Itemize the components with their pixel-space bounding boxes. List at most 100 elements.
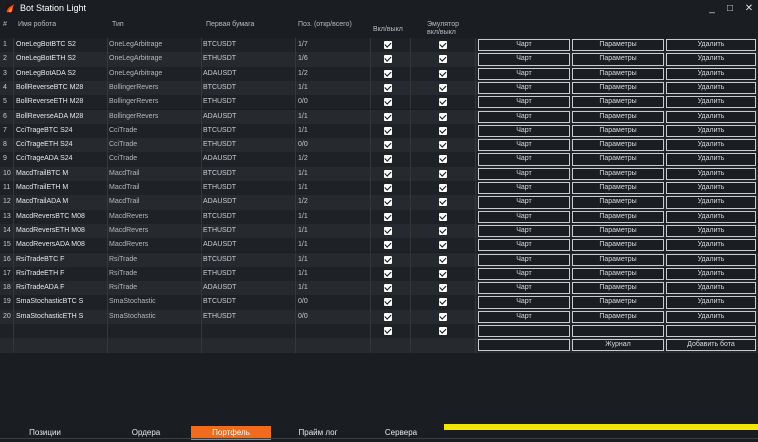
enabled-checkbox[interactable] — [384, 184, 392, 192]
enabled-checkbox[interactable] — [384, 226, 392, 235]
parameters-button[interactable]: Параметры — [572, 124, 664, 138]
tab-2[interactable]: Портфель — [191, 426, 271, 440]
chart-button[interactable]: Чарт — [478, 267, 570, 281]
enabled-checkbox[interactable] — [384, 126, 392, 135]
parameters-button[interactable]: Параметры — [572, 110, 664, 123]
chart-button[interactable]: Чарт — [478, 282, 570, 295]
enabled-checkbox[interactable] — [384, 198, 392, 207]
tab-3[interactable]: Прайм лог — [298, 428, 338, 437]
robot-name[interactable]: BollReverseBTC M28 — [16, 83, 84, 91]
enabled-checkbox[interactable] — [384, 69, 392, 78]
robot-name[interactable]: OneLegBotADA S2 — [16, 69, 76, 77]
parameters-button[interactable]: Параметры — [572, 139, 664, 152]
emulator-checkbox[interactable] — [439, 141, 447, 150]
parameters-button[interactable]: Параметры — [572, 39, 664, 52]
minimize-button[interactable]: _ — [709, 3, 715, 14]
enabled-checkbox[interactable] — [384, 312, 392, 321]
robot-name[interactable]: RsiTradeADA F — [16, 284, 65, 292]
parameters-button[interactable]: Параметры — [572, 239, 664, 252]
emulator-checkbox[interactable] — [439, 212, 447, 221]
emulator-checkbox[interactable] — [439, 184, 447, 192]
chart-button[interactable]: Чарт — [478, 53, 570, 66]
parameters-button[interactable]: Параметры — [572, 81, 664, 95]
add-bot-button[interactable]: Добавить бота — [666, 339, 756, 352]
close-button[interactable]: ✕ — [744, 3, 754, 14]
emulator-checkbox[interactable] — [439, 269, 447, 278]
robot-name[interactable]: OneLegBotETH S2 — [16, 55, 76, 63]
enabled-checkbox[interactable] — [384, 98, 392, 107]
robot-name[interactable]: CciTrageADA S24 — [16, 155, 73, 163]
tab-1[interactable]: Ордера — [131, 428, 161, 437]
chart-button[interactable]: Чарт — [478, 153, 570, 166]
enabled-checkbox[interactable] — [384, 83, 392, 92]
chart-button[interactable]: Чарт — [478, 239, 570, 252]
parameters-button[interactable]: Параметры — [572, 210, 664, 223]
delete-button[interactable]: Удалить — [666, 239, 756, 252]
chart-button[interactable]: Чарт — [478, 139, 570, 152]
robot-name[interactable]: CciTrageETH S24 — [16, 141, 73, 149]
delete-button[interactable]: Удалить — [666, 196, 756, 209]
chart-button[interactable]: Чарт — [478, 210, 570, 223]
robot-name[interactable]: RsiTradeETH F — [16, 269, 65, 277]
chart-button[interactable]: Чарт — [478, 310, 570, 323]
chart-button[interactable]: Чарт — [478, 224, 570, 238]
enabled-checkbox[interactable] — [384, 241, 392, 250]
emulator-checkbox[interactable] — [439, 83, 447, 92]
emulator-checkbox[interactable] — [439, 312, 447, 321]
parameters-button[interactable]: Параметры — [572, 153, 664, 166]
parameters-button[interactable]: Параметры — [572, 167, 664, 180]
enabled-checkbox[interactable] — [384, 112, 392, 121]
enabled-checkbox[interactable] — [384, 155, 392, 164]
chart-button[interactable]: Чарт — [478, 81, 570, 95]
emulator-checkbox[interactable] — [439, 41, 447, 49]
delete-button[interactable]: Удалить — [666, 67, 756, 80]
chart-button[interactable]: Чарт — [478, 253, 570, 266]
robot-name[interactable]: MacdReversBTC M08 — [16, 212, 85, 220]
emulator-checkbox[interactable] — [439, 241, 447, 250]
robot-name[interactable]: CciTrageBTC S24 — [16, 126, 73, 134]
robot-name[interactable]: SmaStochasticBTC S — [16, 298, 84, 306]
delete-button[interactable]: Удалить — [666, 81, 756, 95]
chart-button[interactable]: Чарт — [478, 67, 570, 80]
chart-button[interactable]: Чарт — [478, 39, 570, 52]
emulator-checkbox[interactable] — [439, 112, 447, 121]
chart-button[interactable]: Чарт — [478, 167, 570, 180]
chart-button[interactable]: Чарт — [478, 196, 570, 209]
parameters-button[interactable]: Параметры — [572, 67, 664, 80]
enabled-checkbox[interactable] — [384, 55, 392, 64]
parameters-button[interactable]: Параметры — [572, 196, 664, 209]
enabled-checkbox[interactable] — [384, 298, 392, 307]
enabled-checkbox[interactable] — [384, 284, 392, 293]
emulator-checkbox[interactable] — [439, 55, 447, 64]
delete-button[interactable]: Удалить — [666, 182, 756, 195]
emulator-checkbox[interactable] — [439, 255, 447, 264]
enabled-checkbox[interactable] — [384, 141, 392, 150]
delete-button[interactable]: Удалить — [666, 110, 756, 123]
parameters-button[interactable]: Параметры — [572, 296, 664, 309]
enabled-checkbox[interactable] — [384, 169, 392, 178]
delete-button[interactable]: Удалить — [666, 253, 756, 266]
robot-name[interactable]: RsiTradeBTC F — [16, 255, 65, 263]
maximize-button[interactable]: □ — [726, 3, 734, 14]
parameters-button[interactable]: Параметры — [572, 310, 664, 323]
delete-button[interactable]: Удалить — [666, 96, 756, 109]
emulator-checkbox[interactable] — [439, 98, 447, 107]
emulator-checkbox[interactable] — [439, 69, 447, 78]
emulator-checkbox[interactable] — [439, 126, 447, 135]
parameters-button[interactable]: Параметры — [572, 253, 664, 266]
parameters-button[interactable]: Параметры — [572, 224, 664, 238]
delete-button[interactable]: Удалить — [666, 224, 756, 238]
delete-button[interactable]: Удалить — [666, 124, 756, 138]
delete-button[interactable]: Удалить — [666, 310, 756, 323]
chart-button[interactable]: Чарт — [478, 96, 570, 109]
emulator-checkbox[interactable] — [439, 298, 447, 307]
emulator-checkbox[interactable] — [439, 155, 447, 164]
parameters-button[interactable]: Параметры — [572, 282, 664, 295]
delete-button[interactable]: Удалить — [666, 153, 756, 166]
delete-button[interactable]: Удалить — [666, 167, 756, 180]
robot-name[interactable]: SmaStochasticETH S — [16, 312, 84, 320]
enabled-checkbox[interactable] — [384, 327, 392, 335]
parameters-button[interactable]: Параметры — [572, 182, 664, 195]
robot-name[interactable]: MacdTrailETH M — [16, 184, 69, 191]
parameters-button[interactable]: Параметры — [572, 96, 664, 109]
